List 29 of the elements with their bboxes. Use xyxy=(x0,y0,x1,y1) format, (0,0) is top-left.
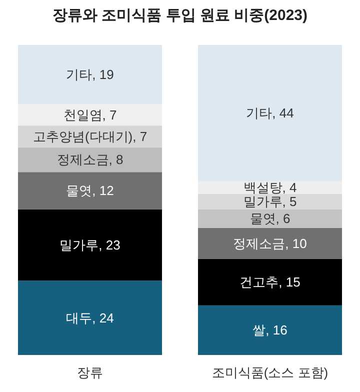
bar xyxy=(18,172,162,210)
bar xyxy=(198,45,342,182)
bar xyxy=(198,228,342,259)
data-label: 밀가루, 23 xyxy=(60,237,120,252)
data-label: 건고추, 15 xyxy=(240,274,300,290)
bar xyxy=(198,258,342,306)
data-label: 쌀, 16 xyxy=(252,322,288,338)
data-label: 정제소금, 8 xyxy=(56,152,124,168)
data-label: 기타, 44 xyxy=(246,106,294,121)
data-label: 기타, 19 xyxy=(66,66,114,82)
chart-title: 장류와 조미식품 투입 원료 비중(2023) xyxy=(52,7,308,24)
bar xyxy=(198,209,342,228)
data-label: 정제소금, 10 xyxy=(233,236,307,251)
data-label: 대두, 24 xyxy=(66,310,114,326)
bar xyxy=(18,104,162,126)
data-label: 백설탕, 4 xyxy=(243,180,297,196)
data-label: 물엿, 12 xyxy=(66,183,114,198)
data-label: 밀가루, 5 xyxy=(243,194,297,210)
data-label: 물엿, 6 xyxy=(250,211,290,226)
bar xyxy=(198,305,342,355)
bar xyxy=(18,209,162,281)
x-tick-label: 장류 xyxy=(77,365,103,380)
bar xyxy=(18,147,162,172)
data-label: 고추양념(다대기), 7 xyxy=(32,128,148,144)
bar xyxy=(18,45,162,104)
bar xyxy=(198,194,342,210)
data-label: 천일염, 7 xyxy=(63,107,117,122)
bar xyxy=(18,280,162,355)
x-tick-label: 조미식품(소스 포함) xyxy=(212,365,328,380)
